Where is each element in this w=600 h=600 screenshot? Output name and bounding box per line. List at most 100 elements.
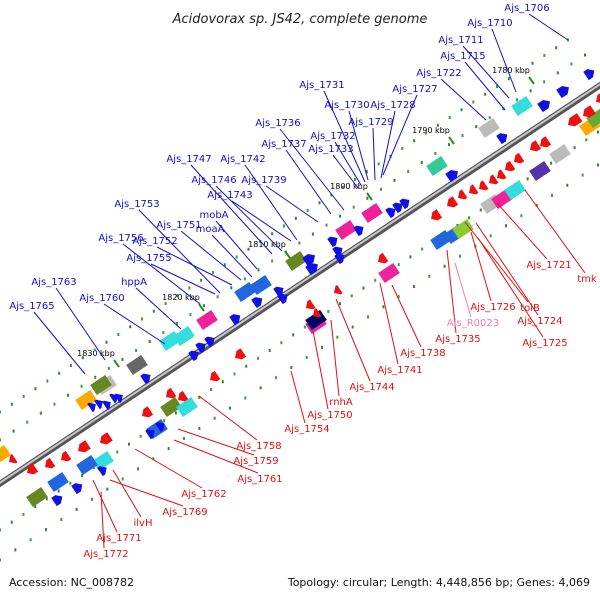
gene-arrow xyxy=(583,69,595,81)
track-dot xyxy=(298,241,301,245)
gene-arrow xyxy=(596,92,600,104)
gene-label: Ajs_1769 xyxy=(162,507,207,518)
leader-line xyxy=(391,284,422,348)
leader-line xyxy=(380,110,396,179)
track-dot xyxy=(53,402,56,406)
track-dot xyxy=(321,345,323,349)
gene-arrow xyxy=(45,457,56,469)
gene-arrow xyxy=(385,207,396,219)
gene-arrow xyxy=(378,252,389,264)
gene-arrow xyxy=(166,387,177,399)
kbp-label: 1820 kbp xyxy=(162,293,200,302)
leader-line xyxy=(323,90,366,183)
gene-arrow xyxy=(195,342,206,354)
gene-block xyxy=(250,275,272,295)
track-dot xyxy=(257,268,260,272)
track-dot xyxy=(350,294,353,298)
gene-arrow xyxy=(188,350,199,362)
gene-block xyxy=(511,96,533,116)
leader-line xyxy=(475,222,539,316)
track-dot xyxy=(505,224,507,228)
gene-arrow xyxy=(313,307,322,318)
track-dot xyxy=(127,442,130,446)
leader-line xyxy=(173,439,259,474)
track-dot xyxy=(271,259,274,263)
track-dot xyxy=(10,402,13,406)
track-dot xyxy=(366,196,369,200)
track-dot xyxy=(461,134,464,138)
gene-block xyxy=(47,472,69,492)
gene-label: Ajs_1756 xyxy=(98,233,143,244)
track-dot xyxy=(374,278,377,282)
leader-line xyxy=(55,287,106,361)
track-dot xyxy=(203,304,206,308)
track-dot xyxy=(163,419,166,423)
leader-line xyxy=(464,221,529,303)
track-dot xyxy=(22,512,25,516)
gene-label: Ajs_1732 xyxy=(310,131,355,142)
gene-label: Ajs_1731 xyxy=(299,80,344,91)
track-dot xyxy=(584,53,586,57)
leader-line xyxy=(462,45,510,99)
gene-label: tolB xyxy=(520,303,540,314)
track-dot xyxy=(409,255,412,259)
track-dot xyxy=(428,274,431,278)
leader-line xyxy=(265,185,319,223)
track-dot xyxy=(116,450,119,454)
gene-arrow xyxy=(334,253,345,265)
gene-label: Ajs_1739 xyxy=(241,175,286,186)
track-dot xyxy=(94,375,97,379)
gene-label: Ajs_1744 xyxy=(349,382,394,393)
track-dot xyxy=(425,131,427,135)
track-dot xyxy=(34,387,37,391)
gene-arrow xyxy=(210,370,221,382)
gene-arrow xyxy=(71,483,83,495)
track-dot xyxy=(420,160,423,164)
leader-line xyxy=(382,94,418,176)
track-dot xyxy=(175,322,178,326)
gene-arrow xyxy=(431,209,443,221)
gene-label: rnhA xyxy=(329,397,353,408)
gene-arrow xyxy=(142,406,154,418)
track-dot xyxy=(421,247,424,251)
leader-line xyxy=(379,282,399,365)
kbp-label: 1780 kbp xyxy=(492,66,530,75)
gene-arrow xyxy=(505,160,516,172)
gene-label: Ajs_1771 xyxy=(96,533,141,544)
leader-line xyxy=(103,303,166,345)
track-dot xyxy=(597,130,599,134)
gene-label: ilvH xyxy=(134,518,153,529)
gene-label: tmk xyxy=(577,274,597,285)
gene-label: moaA xyxy=(196,224,225,235)
gene-arrow xyxy=(327,236,338,248)
track-dot xyxy=(352,205,355,209)
track-dot xyxy=(330,193,333,197)
gene-arrows xyxy=(9,69,600,507)
gene-arrow xyxy=(392,202,403,214)
track-dot xyxy=(148,340,151,344)
track-dot xyxy=(247,247,250,251)
gene-labels: Ajs_1706 Ajs_1710 Ajs_1711 Ajs_1715 Ajs_1722… xyxy=(9,3,597,560)
gene-label: Ajs_R0023 xyxy=(447,318,499,329)
kbp-tick xyxy=(528,76,535,85)
track-dot xyxy=(233,372,236,376)
leader-line xyxy=(454,262,472,318)
leader-line xyxy=(335,298,371,382)
track-dot xyxy=(475,125,478,129)
leader-line xyxy=(100,491,105,549)
track-dot xyxy=(573,146,576,150)
leader-line xyxy=(312,330,329,410)
gene-block xyxy=(75,390,97,410)
kbp-tick xyxy=(366,192,373,201)
gene-arrow xyxy=(489,174,499,185)
track-dot xyxy=(566,183,569,187)
gene-label: Ajs_1750 xyxy=(307,410,352,421)
gene-arrow xyxy=(114,393,123,404)
gene-arrow xyxy=(568,113,583,127)
gene-label: Ajs_1765 xyxy=(9,301,54,312)
leader-line xyxy=(285,149,332,215)
track-dot xyxy=(230,286,233,290)
gene-label: Ajs_1736 xyxy=(255,118,300,129)
gene-block xyxy=(452,219,474,239)
track-dot xyxy=(75,507,78,511)
